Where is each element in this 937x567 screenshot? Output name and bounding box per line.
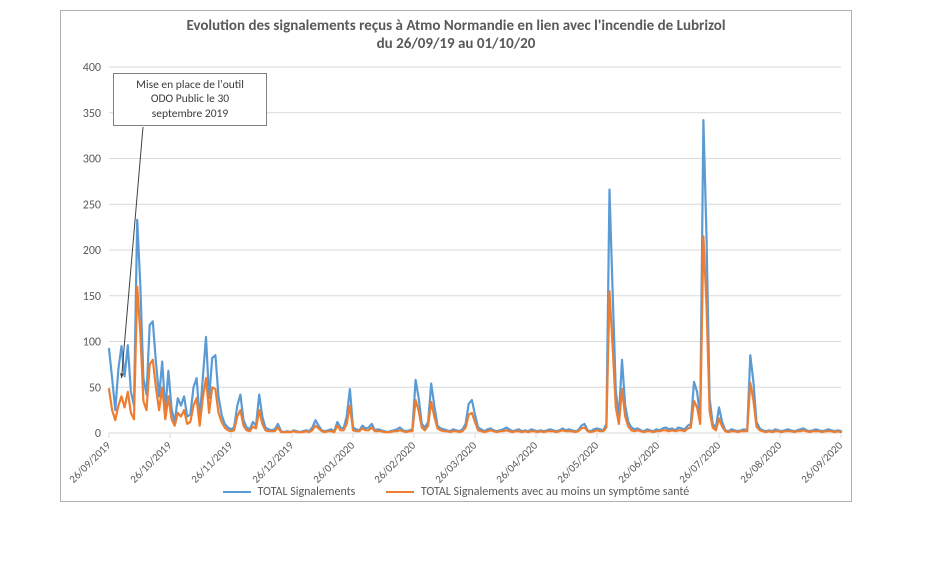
series-line-total	[109, 120, 841, 432]
x-tick-label: 26/04/2020	[493, 439, 540, 486]
y-tick-label: 100	[83, 336, 101, 350]
x-tick-label: 26/07/2020	[676, 439, 723, 486]
y-tick-label: 200	[83, 244, 101, 258]
annotation-box: Mise en place de l'outil ODO Public le 3…	[113, 73, 267, 126]
x-tick-label: 26/09/2019	[66, 439, 113, 486]
x-tick-label: 26/10/2019	[127, 439, 174, 486]
x-tick-label: 26/09/2020	[798, 439, 845, 486]
annotation-line3: septembre 2019	[152, 107, 228, 121]
y-tick-label: 400	[83, 63, 101, 75]
y-tick-label: 150	[83, 290, 101, 304]
y-tick-label: 50	[89, 381, 101, 395]
x-tick-label: 26/08/2020	[737, 439, 784, 486]
x-tick-label: 26/12/2019	[249, 439, 296, 486]
chart-title: Evolution des signalements reçus à Atmo …	[61, 11, 851, 53]
chart-frame: Evolution des signalements reçus à Atmo …	[60, 10, 852, 502]
annotation-line2: ODO Public le 30	[151, 92, 229, 106]
y-tick-label: 350	[83, 107, 101, 121]
x-tick-label: 26/06/2020	[615, 439, 662, 486]
x-tick-label: 26/03/2020	[432, 439, 479, 486]
x-tick-label: 26/05/2020	[554, 439, 601, 486]
x-tick-label: 26/02/2020	[371, 439, 418, 486]
annotation-line1: Mise en place de l'outil	[136, 78, 244, 92]
x-axis-labels: 26/09/2019 26/10/2019 26/11/2019 26/12/2019…	[60, 435, 850, 495]
chart-title-line1: Evolution des signalements reçus à Atmo …	[186, 17, 725, 35]
x-tick-label: 26/11/2019	[188, 439, 235, 486]
y-tick-label: 250	[83, 198, 101, 212]
chart-title-line2: du 26/09/19 au 01/10/20	[377, 35, 536, 53]
y-tick-label: 300	[83, 153, 101, 167]
x-tick-label: 26/01/2020	[310, 439, 357, 486]
